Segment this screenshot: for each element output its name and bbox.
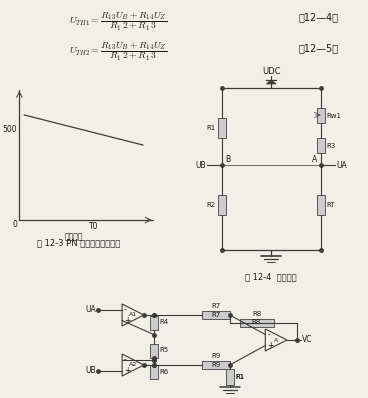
Text: UB: UB (86, 366, 96, 375)
Text: A: A (274, 338, 278, 343)
Text: RT: RT (326, 202, 335, 208)
Text: Rw1: Rw1 (326, 113, 342, 119)
Text: 图 12-4  测量电桥: 图 12-4 测量电桥 (245, 272, 297, 281)
Text: +: + (124, 366, 130, 375)
Text: R1: R1 (236, 374, 245, 380)
Bar (150, 316, 158, 330)
Text: R9: R9 (211, 353, 220, 359)
Text: VC: VC (302, 336, 312, 345)
Text: T0: T0 (89, 222, 98, 231)
Text: R5: R5 (160, 347, 169, 353)
Bar (316, 108, 325, 123)
Text: R8: R8 (252, 310, 262, 316)
Bar (240, 318, 274, 326)
Text: 0: 0 (13, 220, 17, 229)
Bar (150, 365, 158, 378)
Text: $U_{TH1} = \dfrac{R_{13}U_B + R_{14}U_Z}{R_1\,2 + R_1\,3}$: $U_{TH1} = \dfrac{R_{13}U_B + R_{14}U_Z}… (69, 11, 167, 33)
Bar (202, 361, 230, 369)
Text: UDC: UDC (262, 67, 280, 76)
Text: （12—4）: （12—4） (298, 12, 339, 22)
Text: $U_{TH2} = \dfrac{R_{13}U_B + R_{14}U_Z}{R_1\,2 + R_1\,3}$: $U_{TH2} = \dfrac{R_{13}U_B + R_{14}U_Z}… (69, 41, 167, 63)
Text: R2: R2 (207, 202, 216, 208)
Text: R9: R9 (211, 362, 220, 368)
Text: UA: UA (86, 305, 96, 314)
Bar (316, 138, 325, 153)
Bar (316, 195, 325, 215)
Text: R7: R7 (211, 312, 220, 318)
Bar (150, 343, 158, 357)
Bar (226, 369, 234, 385)
Text: UB: UB (195, 160, 206, 170)
Bar (218, 195, 226, 215)
Text: R8: R8 (252, 320, 261, 326)
Text: 正向压降: 正向压降 (64, 232, 83, 241)
Text: R3: R3 (326, 142, 336, 148)
Text: R1: R1 (207, 125, 216, 131)
Bar (202, 311, 230, 319)
Text: A2: A2 (129, 363, 137, 367)
Text: UA: UA (336, 160, 347, 170)
Text: 图 12-3 PN 结与温度关系曲线: 图 12-3 PN 结与温度关系曲线 (37, 238, 120, 247)
Text: A1: A1 (129, 312, 137, 318)
Text: R1: R1 (236, 374, 245, 380)
Text: R7: R7 (211, 303, 220, 309)
Text: -: - (124, 355, 127, 364)
Text: R4: R4 (160, 320, 169, 326)
Text: +: + (124, 316, 130, 325)
Text: -: - (267, 330, 270, 339)
Text: （12—5）: （12—5） (298, 43, 339, 53)
Text: +: + (267, 341, 274, 350)
Text: 500: 500 (3, 125, 17, 135)
Bar (218, 118, 226, 138)
Polygon shape (266, 80, 276, 84)
Text: R6: R6 (160, 369, 169, 375)
Text: B: B (225, 155, 230, 164)
Text: -: - (124, 305, 127, 314)
Text: A: A (312, 155, 318, 164)
